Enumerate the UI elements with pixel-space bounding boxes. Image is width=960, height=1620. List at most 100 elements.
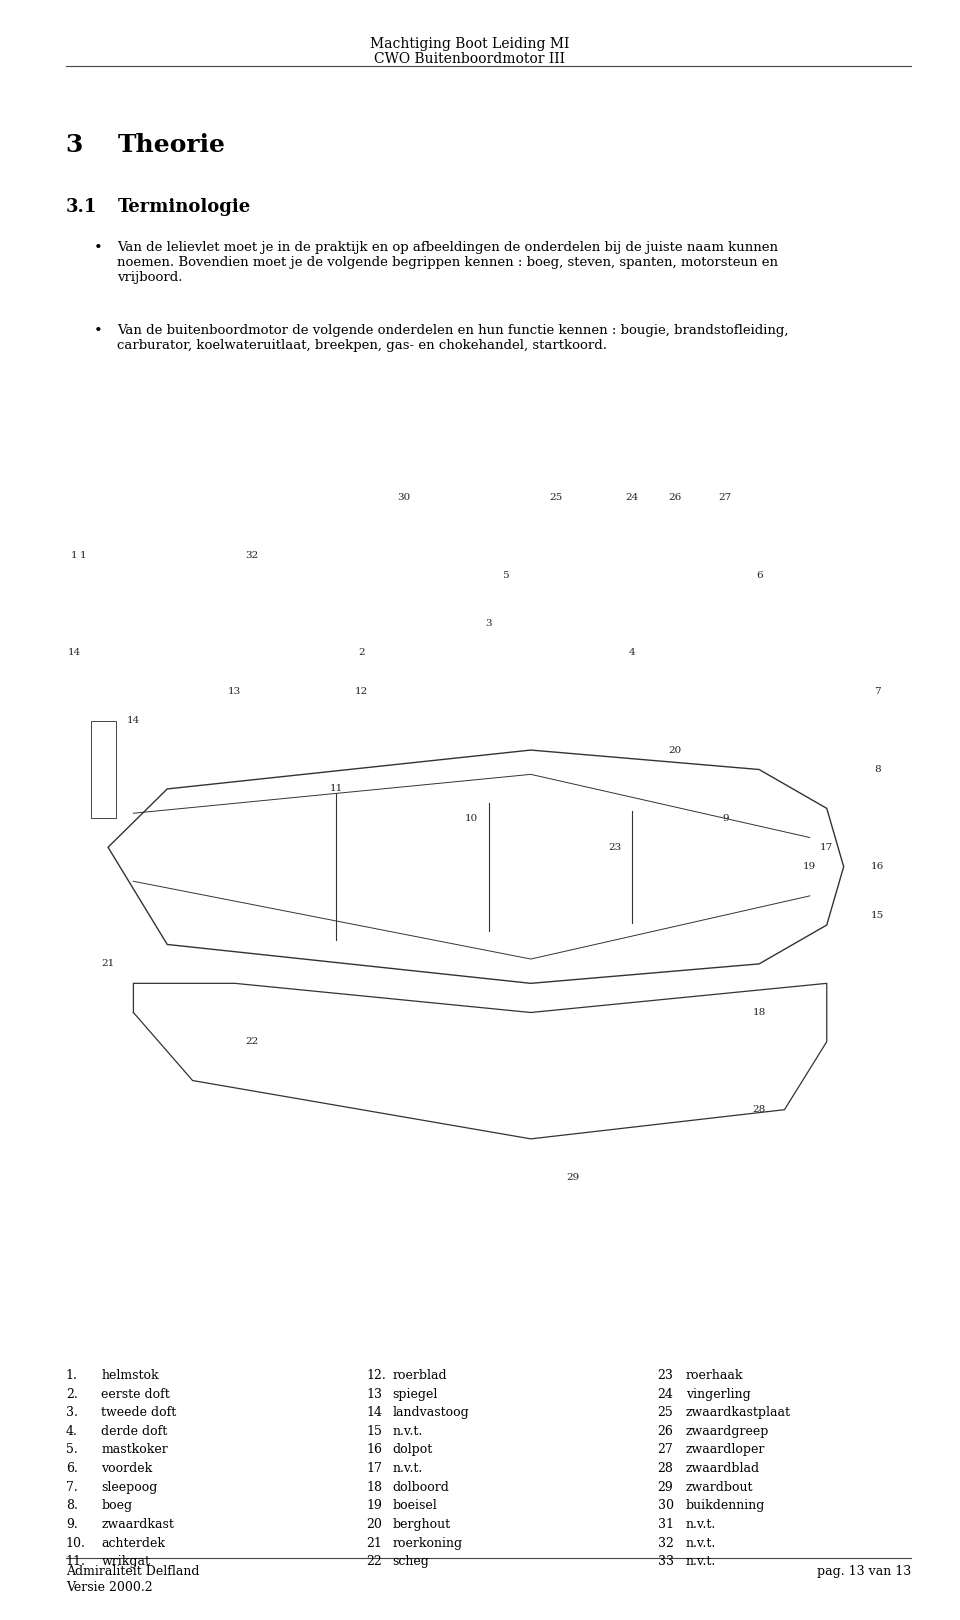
Text: n.v.t.: n.v.t.: [685, 1555, 716, 1568]
Text: 23: 23: [658, 1369, 674, 1382]
Text: 11.: 11.: [66, 1555, 85, 1568]
Text: 3.1: 3.1: [66, 198, 97, 215]
Text: 6: 6: [756, 570, 762, 580]
Text: 29: 29: [658, 1481, 673, 1494]
Text: zwaardloper: zwaardloper: [685, 1443, 765, 1456]
Text: derde doft: derde doft: [102, 1426, 168, 1439]
Text: 2: 2: [358, 648, 365, 658]
Text: 16: 16: [871, 862, 884, 872]
Text: 1: 1: [80, 551, 86, 561]
Text: 5: 5: [502, 570, 509, 580]
Text: 32: 32: [245, 551, 258, 561]
Text: 27: 27: [719, 492, 732, 502]
Text: Van de buitenboordmotor de volgende onderdelen en hun functie kennen : bougie, b: Van de buitenboordmotor de volgende onde…: [117, 324, 789, 352]
Text: 3: 3: [485, 619, 492, 629]
Text: 15: 15: [367, 1426, 382, 1439]
Text: 24: 24: [658, 1387, 674, 1401]
Text: zwardbout: zwardbout: [685, 1481, 754, 1494]
Text: spiegel: spiegel: [393, 1387, 438, 1401]
Text: •: •: [94, 241, 103, 256]
Text: voordek: voordek: [102, 1461, 153, 1476]
Text: 17: 17: [820, 842, 833, 852]
Text: 21: 21: [102, 959, 114, 969]
Text: 25: 25: [658, 1406, 673, 1419]
Text: boeg: boeg: [102, 1500, 132, 1513]
Text: 17: 17: [367, 1461, 382, 1476]
Text: 1.: 1.: [66, 1369, 78, 1382]
Text: n.v.t.: n.v.t.: [685, 1518, 716, 1531]
Text: 28: 28: [658, 1461, 674, 1476]
Text: CWO Buitenboordmotor III: CWO Buitenboordmotor III: [374, 52, 565, 66]
Text: 12: 12: [355, 687, 369, 697]
Text: vingerling: vingerling: [685, 1387, 751, 1401]
Text: 22: 22: [245, 1037, 258, 1047]
Text: 4.: 4.: [66, 1426, 78, 1439]
Text: 19: 19: [804, 862, 816, 872]
Text: 10.: 10.: [66, 1536, 85, 1550]
Text: 4: 4: [629, 648, 636, 658]
Text: 23: 23: [609, 842, 622, 852]
Text: roerhaak: roerhaak: [685, 1369, 743, 1382]
Text: Versie 2000.2: Versie 2000.2: [66, 1581, 153, 1594]
Text: Terminologie: Terminologie: [117, 198, 251, 215]
Text: 5.: 5.: [66, 1443, 78, 1456]
Text: Theorie: Theorie: [117, 133, 226, 157]
Text: tweede doft: tweede doft: [102, 1406, 177, 1419]
Text: 29: 29: [566, 1173, 580, 1183]
Text: 11: 11: [329, 784, 343, 794]
Text: n.v.t.: n.v.t.: [685, 1536, 716, 1550]
Text: 21: 21: [367, 1536, 382, 1550]
Text: scheg: scheg: [393, 1555, 429, 1568]
Text: boeisel: boeisel: [393, 1500, 438, 1513]
Text: Machtiging Boot Leiding MI: Machtiging Boot Leiding MI: [370, 37, 569, 52]
Text: 8: 8: [875, 765, 881, 774]
Text: wrikgat: wrikgat: [102, 1555, 151, 1568]
Text: 7.: 7.: [66, 1481, 78, 1494]
Text: 13: 13: [228, 687, 242, 697]
Text: 3.: 3.: [66, 1406, 78, 1419]
Text: 1: 1: [71, 551, 78, 561]
Text: 26: 26: [668, 492, 682, 502]
Text: 16: 16: [367, 1443, 382, 1456]
Text: mastkoker: mastkoker: [102, 1443, 168, 1456]
Text: eerste doft: eerste doft: [102, 1387, 170, 1401]
Text: achterdek: achterdek: [102, 1536, 165, 1550]
Text: 14: 14: [67, 648, 81, 658]
Text: roerblad: roerblad: [393, 1369, 447, 1382]
Text: 24: 24: [626, 492, 639, 502]
Text: 3: 3: [66, 133, 84, 157]
Text: 18: 18: [753, 1008, 766, 1017]
Text: 13: 13: [367, 1387, 382, 1401]
Text: 28: 28: [753, 1105, 766, 1115]
Text: 10: 10: [465, 813, 478, 823]
Text: Admiraliteit Delfland: Admiraliteit Delfland: [66, 1565, 200, 1578]
Text: sleepoog: sleepoog: [102, 1481, 157, 1494]
Text: 9: 9: [722, 813, 729, 823]
Text: 33: 33: [658, 1555, 674, 1568]
Text: dolpot: dolpot: [393, 1443, 433, 1456]
Text: landvastoog: landvastoog: [393, 1406, 469, 1419]
Text: 31: 31: [658, 1518, 674, 1531]
Text: zwaardblad: zwaardblad: [685, 1461, 760, 1476]
Text: 20: 20: [367, 1518, 382, 1531]
Text: zwaardkast: zwaardkast: [102, 1518, 175, 1531]
Text: 27: 27: [658, 1443, 673, 1456]
Text: 26: 26: [658, 1426, 674, 1439]
Text: 32: 32: [658, 1536, 674, 1550]
Text: dolboord: dolboord: [393, 1481, 449, 1494]
Text: 20: 20: [668, 745, 682, 755]
Text: 25: 25: [549, 492, 563, 502]
Text: 15: 15: [871, 910, 884, 920]
Text: 22: 22: [367, 1555, 382, 1568]
Text: n.v.t.: n.v.t.: [393, 1461, 423, 1476]
Text: •: •: [94, 324, 103, 339]
Text: 14: 14: [367, 1406, 382, 1419]
Text: zwaardkastplaat: zwaardkastplaat: [685, 1406, 791, 1419]
Text: roerkoning: roerkoning: [393, 1536, 463, 1550]
Text: 9.: 9.: [66, 1518, 78, 1531]
Text: 30: 30: [658, 1500, 674, 1513]
Text: buikdenning: buikdenning: [685, 1500, 765, 1513]
Text: 6.: 6.: [66, 1461, 78, 1476]
Text: 8.: 8.: [66, 1500, 78, 1513]
Text: helmstok: helmstok: [102, 1369, 159, 1382]
